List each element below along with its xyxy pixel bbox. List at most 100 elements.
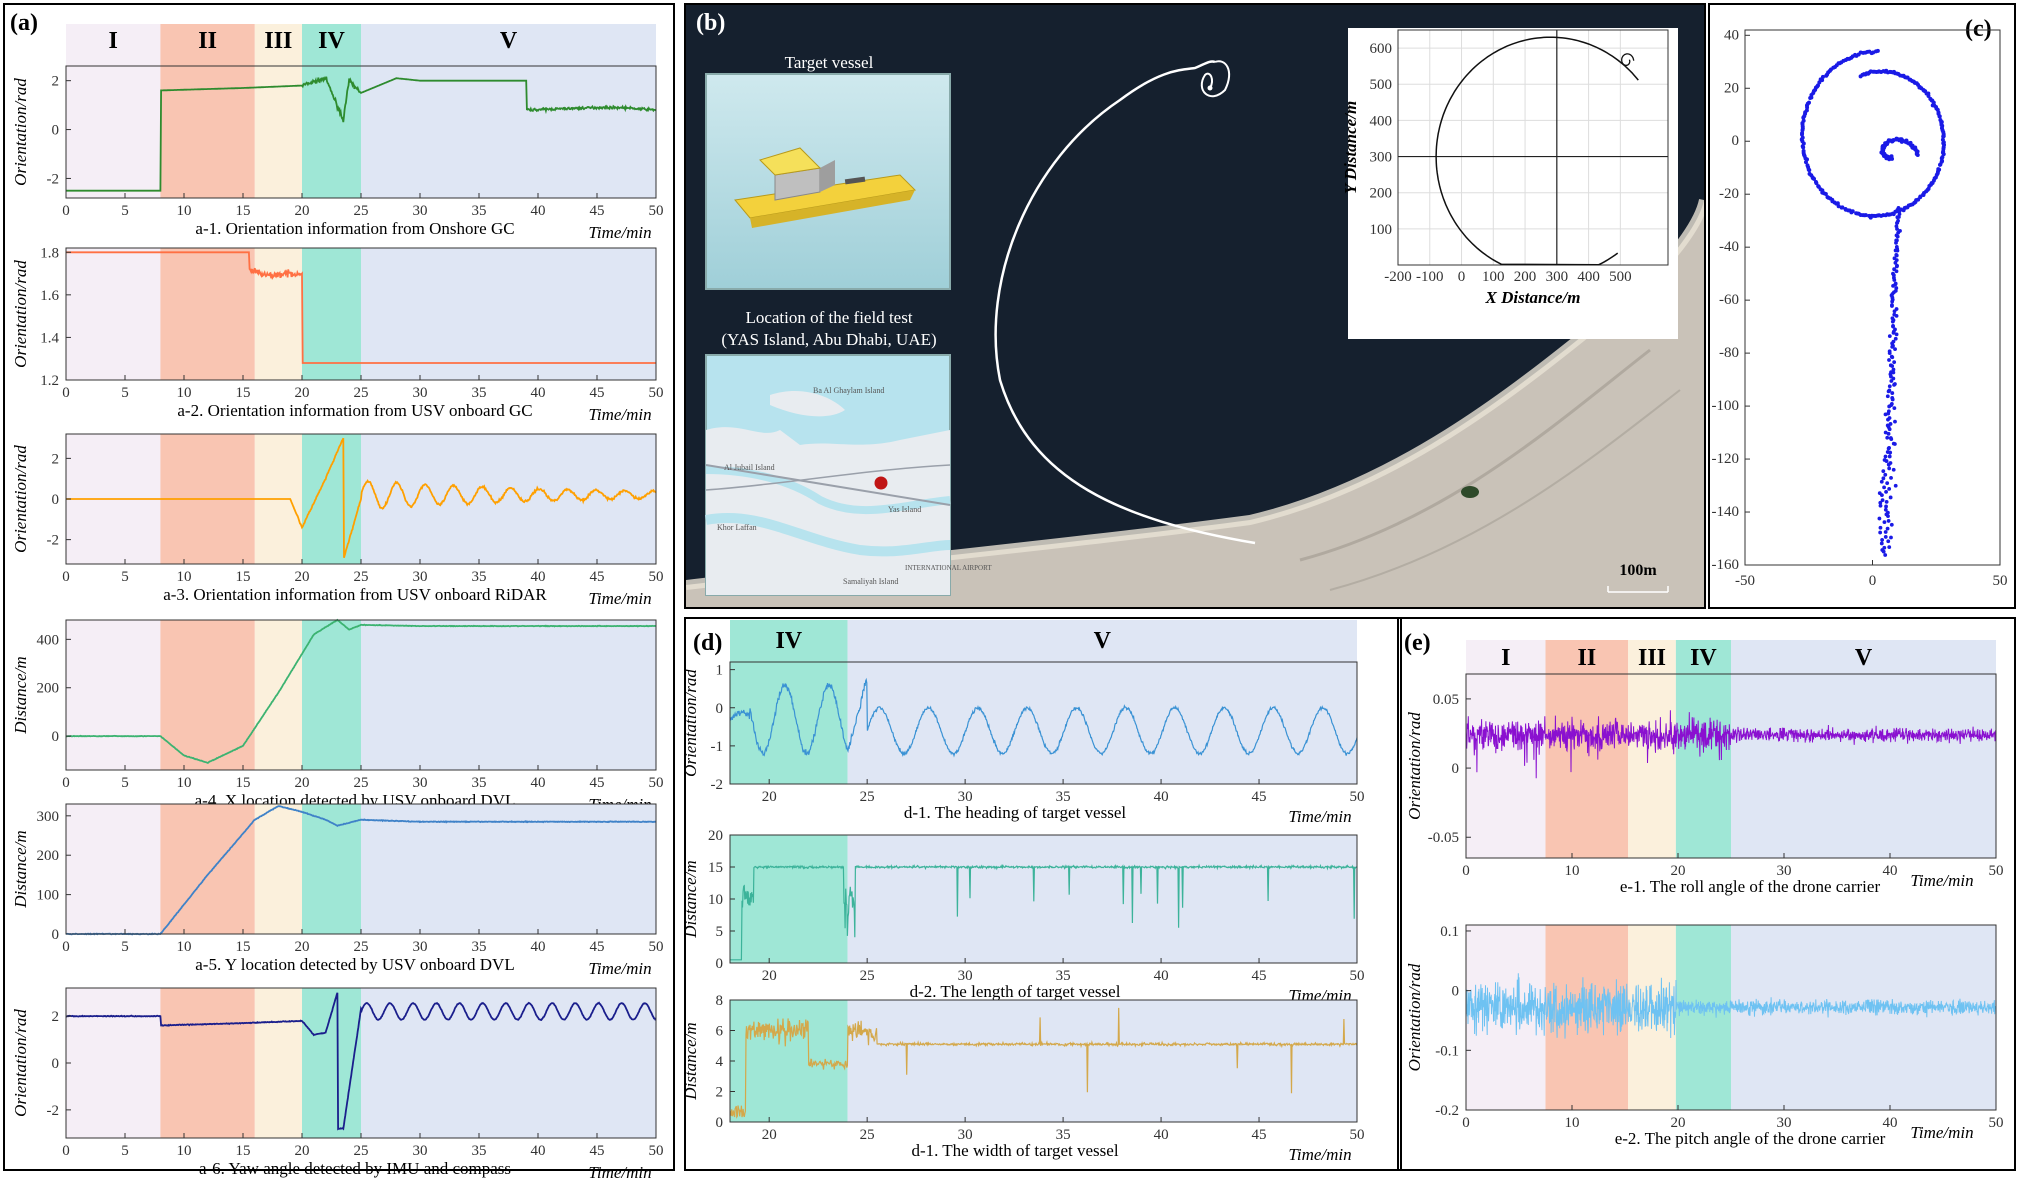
y-tick-label: 1 [716,663,724,679]
x-tick-label: 40 [531,385,546,401]
phase-band-II [1545,674,1629,858]
x-tick-label: 35 [472,775,487,791]
map-label-yas: Yas Island [888,505,921,514]
phase-header-II [1545,640,1629,674]
x-tick-label: 20 [295,1143,310,1159]
map-label-jubail: Al Jubail Island [724,463,775,472]
y-tick-label: -60 [1719,292,1739,308]
y-tick-label: 0 [52,123,60,139]
phase-label-I: I [109,28,118,54]
inset-x-axis-label: X Distance/m [1485,288,1581,307]
x-axis-label-a1: Time/min [588,223,651,242]
x-tick-label: 35 [472,1143,487,1159]
scatter-point [1887,466,1892,471]
scatter-points [1799,48,1947,557]
y-tick-label: 2 [52,1009,60,1025]
y-tick-label: 1.8 [40,245,59,261]
x-tick-label: 10 [177,1143,192,1159]
inset-x-tick-label: 300 [1546,269,1569,285]
x-tick-label: 20 [295,203,310,219]
y-tick-label: 0 [1452,984,1460,1000]
phase-band-III [1628,674,1676,858]
y-tick-label: -0.2 [1435,1103,1459,1119]
x-tick-label: 30 [413,1143,428,1159]
target-vessel-title: Target vessel [785,53,874,72]
x-axis-label-d1: Time/min [1288,807,1351,826]
scatter-point [1883,507,1888,512]
phase-band-V [361,988,656,1138]
inset-x-tick-label: 100 [1482,269,1505,285]
scatter-point [1886,431,1891,436]
y-tick-label: 400 [37,632,60,648]
scatter-point [1940,155,1945,160]
x-tick-label: 25 [860,968,875,984]
subplot-d1: 20 25 30 35 40 45 50 -2 -1 0 1 Orientation/rad [681,661,1365,805]
phase-label-II: II [1577,645,1596,671]
inset-x-tick-label: -100 [1416,269,1444,285]
x-tick-label: 40 [1154,1127,1169,1143]
x-tick-label: 30 [958,968,973,984]
y-axis-label: Distance/m [11,830,30,908]
y-tick-label: -1 [711,739,724,755]
panel-d-border [684,617,1402,1171]
x-tick-label: 5 [121,203,129,219]
x-tick-label: 40 [531,939,546,955]
scatter-point [1883,535,1888,539]
x-axis-label-a3: Time/min [588,589,651,608]
x-tick-label: 50 [1350,968,1365,984]
scatter-point [1805,105,1810,110]
scatter-point [1883,472,1888,477]
y-tick-label: 0 [1732,133,1740,149]
scatter-point [1887,486,1892,491]
y-tick-label: 1.4 [40,330,59,346]
x-tick-label: 30 [413,385,428,401]
x-tick-label: 25 [354,1143,369,1159]
y-tick-label: -0.1 [1435,1043,1459,1059]
scatter-point [1895,248,1900,253]
phase-label-III: III [264,28,292,54]
x-tick-label: 35 [472,569,487,585]
scatter-point [1886,446,1891,451]
scatter-point [1890,344,1895,349]
scatter-point [1890,304,1894,308]
inset-background [1348,28,1678,339]
x-tick-label: -50 [1735,573,1755,589]
phase-band-IV [302,248,361,380]
scatter-point [1890,299,1895,304]
y-axis-label: Distance/m [681,860,700,938]
scatter-point [1824,73,1829,78]
panel-a-label: (a) [10,10,38,36]
scatter-point [1891,367,1896,372]
x-tick-label: 40 [531,775,546,791]
x-tick-label: 45 [1252,968,1267,984]
scatter-point [1890,364,1895,368]
scatter-point [1878,530,1883,535]
scatter-point [1885,526,1890,531]
test-location-marker [874,476,888,490]
x-tick-label: 10 [1565,1115,1580,1131]
scatter-point [1893,347,1897,352]
scatter-point [1895,227,1899,231]
y-tick-label: -2 [47,1103,60,1119]
scatter-point [1892,309,1897,314]
phase-label-II: II [198,28,217,54]
phase-label-I: I [1501,645,1510,671]
scatter-point [1812,176,1817,181]
plot-frame-e1 [1465,673,1997,859]
scatter-point [1806,167,1811,172]
x-tick-label: 20 [762,968,777,984]
phase-band-V [847,1000,1357,1122]
y-tick-label: 0 [1452,761,1460,777]
x-tick-label: 5 [121,385,129,401]
series-line-e1 [1465,710,1997,779]
x-tick-label: 45 [590,385,605,401]
scatter-point [1894,314,1899,318]
scatter-point [1808,95,1813,100]
scatter-point [1886,462,1891,467]
x-tick-label: 50 [649,775,664,791]
inset-trajectory-loop [1621,53,1635,66]
subplot-a2: 0 5 10 15 20 25 30 35 40 45 50 1.2 1.4 1.6 1.8 Orientat… [11,245,664,401]
phase-header-V [847,620,1357,662]
phase-band-V [847,835,1357,963]
series-line-a5 [65,805,657,936]
